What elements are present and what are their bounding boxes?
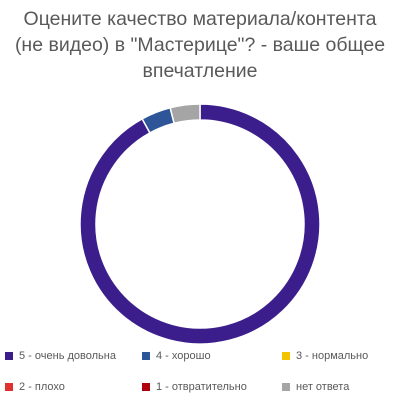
chart-title-line-2: (не видео) в "Мастерице"? - ваше общее — [14, 34, 386, 56]
legend-swatch — [142, 352, 150, 360]
legend-item-4-good: 4 - хорошо — [142, 348, 211, 364]
legend-label: нет ответа — [296, 381, 350, 393]
legend-item-5-very-satisfied: 5 - очень довольна — [5, 348, 116, 364]
donut-slice-1 — [141, 106, 176, 134]
chart-title-line-1: Оцените качество материала/контента — [23, 8, 377, 30]
legend-swatch — [282, 352, 290, 360]
legend-swatch — [142, 383, 150, 391]
chart-legend: 5 - очень довольна 4 - хорошо 3 - нормал… — [0, 346, 400, 400]
legend-label: 3 - нормально — [296, 350, 369, 362]
legend-item-2-bad: 2 - плохо — [5, 379, 65, 395]
legend-label: 2 - плохо — [19, 381, 65, 393]
legend-item-1-terrible: 1 - отвратительно — [142, 379, 247, 395]
donut-slice-5 — [169, 103, 201, 125]
legend-label: 5 - очень довольна — [19, 350, 116, 362]
chart-title: Оцените качество материала/контента (не … — [0, 6, 400, 84]
legend-swatch — [5, 383, 13, 391]
legend-label: 4 - хорошо — [156, 350, 211, 362]
chart-title-line-3: впечатление — [142, 60, 258, 82]
donut-slice-0 — [79, 103, 321, 345]
legend-label: 1 - отвратительно — [156, 381, 247, 393]
legend-swatch — [282, 383, 290, 391]
legend-swatch — [5, 352, 13, 360]
legend-item-no-answer: нет ответа — [282, 379, 349, 395]
legend-item-3-normal: 3 - нормально — [282, 348, 368, 364]
